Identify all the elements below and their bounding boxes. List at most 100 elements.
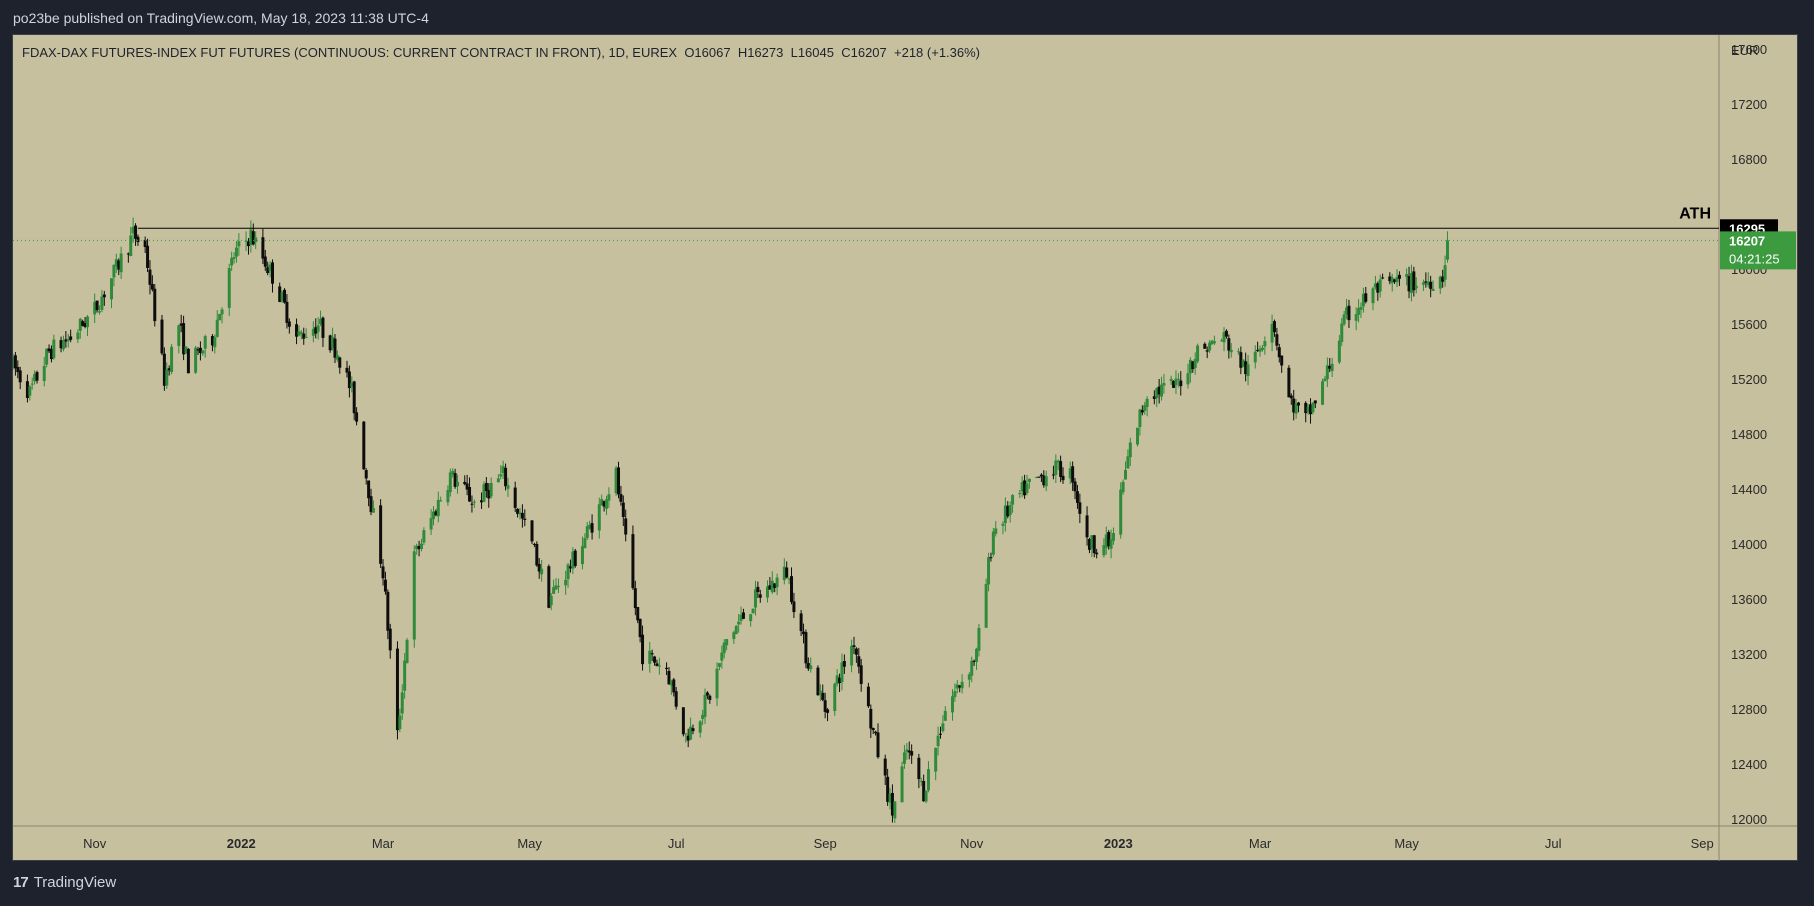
candle: [352, 381, 356, 414]
candle: [148, 269, 152, 285]
candle: [905, 749, 909, 752]
candle: [431, 511, 435, 520]
candle: [838, 677, 842, 684]
candle: [1292, 398, 1296, 413]
x-tick-label: Sep: [1691, 836, 1714, 851]
candle: [852, 645, 856, 647]
candle: [1193, 359, 1197, 368]
candle: [165, 369, 169, 386]
candle: [970, 660, 974, 676]
candle: [708, 695, 712, 700]
candle: [1160, 384, 1164, 397]
candle: [230, 258, 234, 266]
candle: [64, 339, 68, 342]
candle: [335, 355, 339, 360]
candle: [1104, 534, 1108, 548]
candle: [960, 681, 964, 689]
candle: [266, 267, 270, 274]
candle: [1172, 380, 1176, 388]
candle: [938, 733, 942, 735]
candle: [371, 508, 375, 513]
candle: [112, 264, 116, 278]
candle: [650, 653, 654, 655]
candle: [13, 355, 17, 369]
candle: [114, 259, 118, 267]
candle: [1407, 276, 1411, 292]
candle: [1011, 494, 1015, 505]
brand-name: TradingView: [33, 874, 117, 891]
candle: [955, 684, 959, 689]
candle: [977, 627, 981, 651]
candle: [405, 639, 409, 664]
candle: [1222, 332, 1226, 343]
candle: [182, 323, 186, 355]
x-tick-label: Mar: [372, 836, 395, 851]
candle: [160, 319, 164, 354]
candle: [833, 683, 837, 711]
candle: [162, 353, 166, 386]
candle: [573, 550, 577, 566]
candle: [826, 709, 830, 713]
candle: [907, 750, 911, 753]
candle: [1035, 476, 1039, 478]
candle: [953, 691, 957, 697]
candle: [600, 499, 604, 506]
candle: [893, 801, 897, 819]
candle: [126, 253, 130, 255]
candle: [1229, 349, 1233, 353]
last-candle: [1445, 240, 1449, 260]
candle: [429, 518, 433, 530]
candle: [1424, 281, 1428, 283]
candle: [1239, 352, 1243, 368]
candle: [302, 333, 306, 339]
candle: [809, 665, 813, 670]
x-tick-label: 2022: [227, 836, 256, 851]
candle: [636, 607, 640, 621]
candle: [347, 371, 351, 389]
candle: [1443, 265, 1447, 280]
candle: [667, 670, 671, 685]
candle: [535, 543, 539, 566]
candle: [751, 608, 755, 614]
candle: [331, 336, 335, 348]
candle: [631, 534, 635, 589]
x-tick-label: 2023: [1104, 836, 1133, 851]
candle: [338, 357, 342, 368]
candle: [146, 245, 150, 268]
candle: [480, 500, 484, 503]
candle: [78, 318, 82, 331]
candle: [1294, 403, 1298, 414]
candle: [489, 482, 493, 497]
candle: [1174, 378, 1178, 386]
candle: [835, 675, 839, 684]
candle: [100, 296, 104, 310]
publisher-bar: po23be published on TradingView.com, May…: [0, 0, 1814, 34]
candle: [1039, 474, 1043, 477]
y-tick-label: 17200: [1731, 97, 1767, 112]
candle: [1042, 475, 1046, 486]
candle: [936, 735, 940, 747]
ohlc-close: C16207: [841, 45, 887, 60]
candle: [926, 769, 930, 791]
chart-frame[interactable]: [12, 34, 1798, 861]
candle: [170, 346, 174, 372]
current-price-tag: [1720, 231, 1796, 270]
candle: [768, 585, 772, 590]
candle: [131, 227, 135, 234]
candle: [1321, 381, 1325, 405]
candle: [1075, 491, 1079, 503]
candle: [1337, 340, 1341, 363]
brand[interactable]: 17 TradingView: [13, 874, 116, 891]
candle: [638, 618, 642, 638]
candle: [734, 625, 738, 635]
candle: [76, 332, 80, 340]
candle: [1405, 274, 1409, 277]
candle: [422, 530, 426, 543]
candle: [1078, 502, 1082, 514]
candle: [304, 336, 308, 338]
candle: [876, 732, 880, 758]
current-price-tag-label: 16207: [1729, 233, 1765, 248]
candle: [1073, 481, 1077, 492]
candle: [1347, 305, 1351, 321]
